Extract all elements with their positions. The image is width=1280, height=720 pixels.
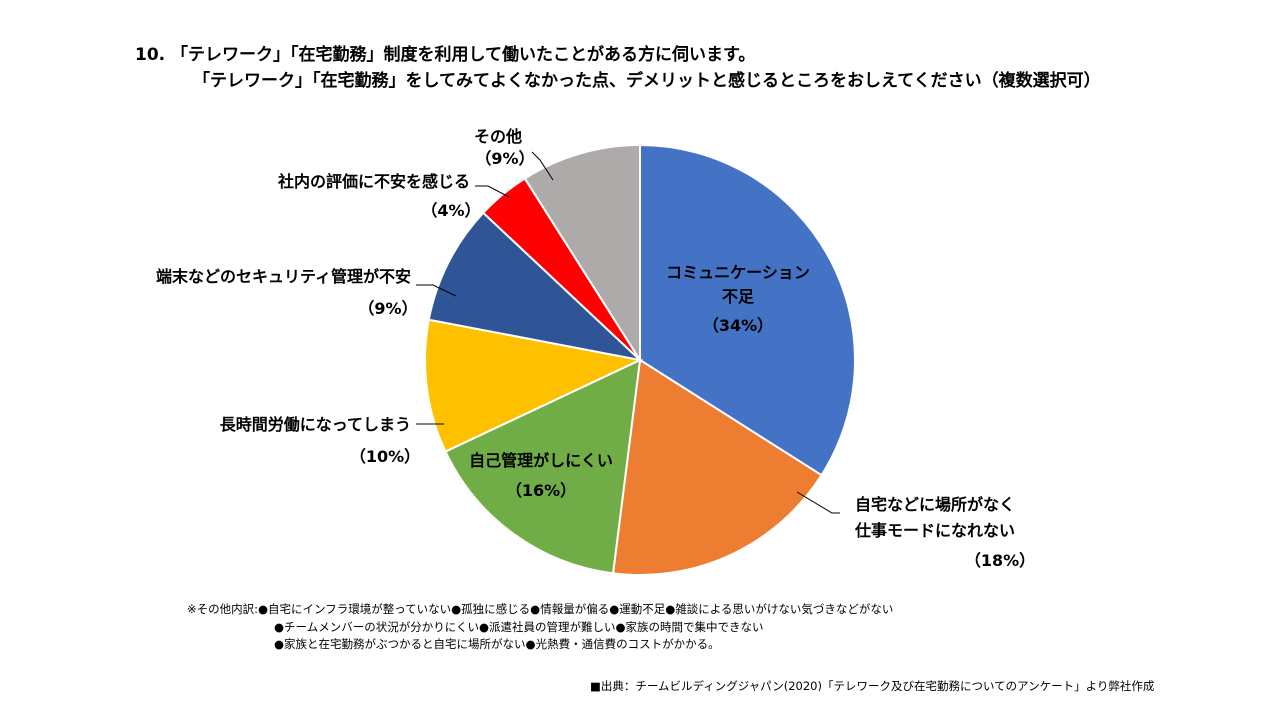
source-citation: ■出典：チームビルディングジャパン(2020)「テレワーク及び在宅勤務についての… [590,679,1155,693]
slice-label-4-line-1: 長時間労働になってしまう [220,415,411,434]
other-breakdown-note-line1: ※その他内訳:●自宅にインフラ環境が整っていない●孤独に感じる●情報量が偏る●運… [187,602,894,616]
slice-label-3-line-1: 自己管理がしにくい [469,451,613,470]
slice-percent-label-2: （18%） [965,551,1035,570]
slice-percent-label-4: （10%） [350,447,420,466]
pie-slice-2 [611,358,823,576]
slice-label-5-line-1: 端末などのセキュリティ管理が不安 [156,267,411,286]
chart-title-line2: 「テレワーク」「在宅勤務」をしてみてよくなかった点、デメリットと感じるところをお… [193,71,1101,91]
leader-line-7 [531,151,554,181]
leader-line-2 [796,491,840,514]
other-breakdown-note-line2: ●チームメンバーの状況が分かりにくい●派遣社員の管理が難しい●家族の時間で集中で… [274,620,764,634]
slice-label-2-line-1: 自宅などに場所がなく [855,495,1015,514]
pie-slice-5 [427,211,644,362]
slice-label-7-line-1: その他 [474,127,522,146]
pie-slice-7 [523,143,641,364]
slice-percent-label-3: （16%） [506,481,576,500]
leader-line-6 [475,185,510,198]
slice-percent-label-1: （34%） [703,316,773,335]
pie-slice-3 [444,358,642,575]
pie-slice-1 [639,143,856,477]
leader-line-5 [416,284,457,297]
slice-percent-label-5: （9%） [358,299,417,318]
slice-label-6-line-1: 社内の評価に不安を感じる [277,172,470,191]
slice-percent-label-7: （9%） [475,149,534,168]
slice-label-1-line-1: コミュニケーション [666,263,810,282]
slice-label-2-line-2: 仕事モードになれない [854,521,1015,540]
chart-title-line1: 10. 「テレワーク」「在宅勤務」制度を利用して働いたことがある方に伺います。 [135,45,756,65]
other-breakdown-note-line3: ●家族と在宅勤務がぶつかると自宅に場所がない●光熱費・通信費のコストがかかる。 [274,637,720,651]
pie-slice-4 [424,318,644,453]
slice-percent-label-6: （4%） [421,201,480,220]
slice-label-1-line-2: 不足 [722,287,755,306]
